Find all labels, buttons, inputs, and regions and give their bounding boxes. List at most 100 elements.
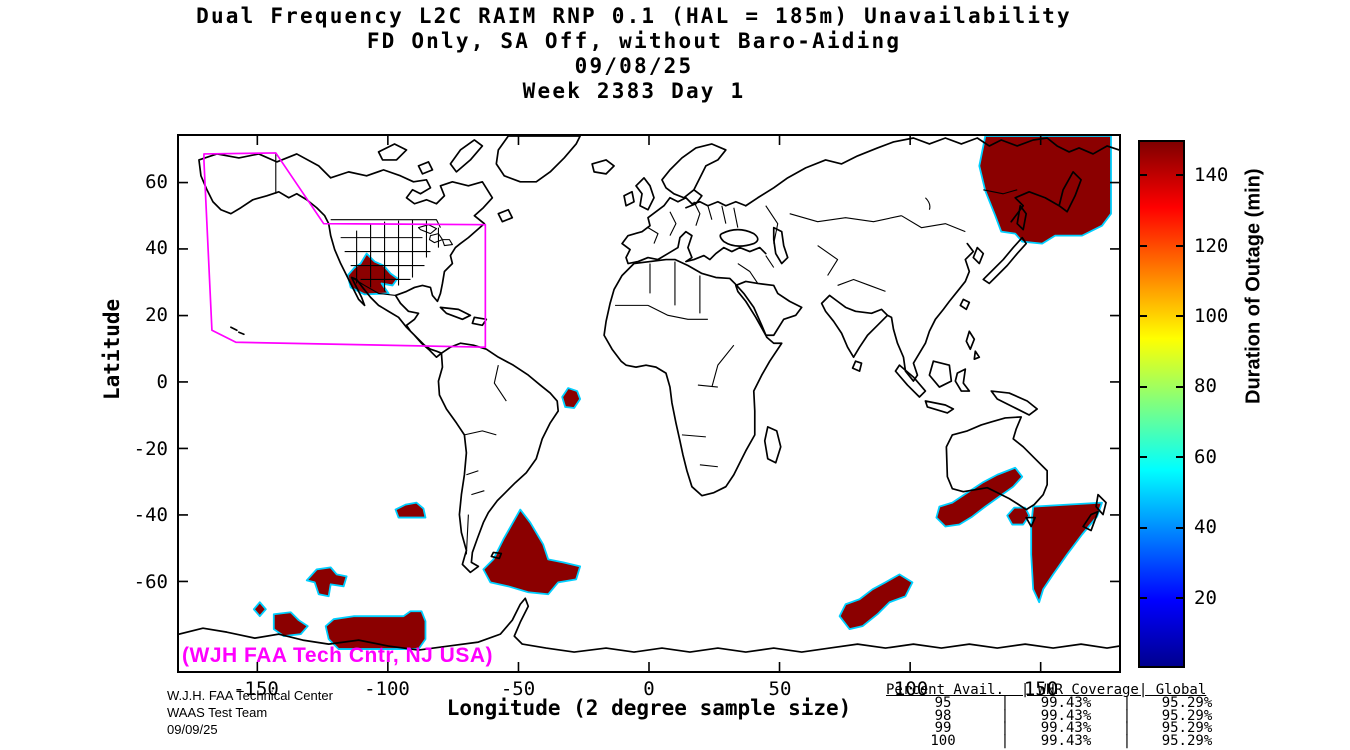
colorbar: [1138, 140, 1185, 668]
chart-title: Dual Frequency L2C RAIM RNP 0.1 (HAL = 1…: [196, 4, 1072, 28]
coast-east-asia: [886, 242, 975, 382]
colorbar-tick-140: 140: [1194, 164, 1229, 186]
outage-region-equatorial-atlantic: [561, 387, 582, 409]
border-africa: [615, 261, 735, 468]
table-row: 95 | 99.43% | 95.29%: [886, 694, 1242, 711]
outage-region-far-south-pacific-2: [252, 601, 267, 618]
x-tick-100: 100: [893, 678, 929, 700]
x-tick-n50: -50: [500, 678, 536, 700]
map-plot-area: [177, 134, 1121, 673]
x-tick-150: 150: [1023, 678, 1059, 700]
column-separator: |: [1122, 694, 1132, 711]
colorbar-tickmark: [1176, 597, 1183, 599]
colorbar-tickmark: [1176, 174, 1183, 176]
outage-region-southeast-pacific: [394, 501, 427, 519]
coastlines-layer: [179, 136, 1119, 653]
colorbar-tick-40: 40: [1194, 516, 1217, 538]
colorbar-tickmark: [1140, 527, 1147, 529]
table-row: 100 | 99.43% | 95.29%: [886, 733, 1242, 750]
coast-hawaii: [230, 326, 245, 336]
coast-iceland: [591, 159, 615, 175]
coast-australia: [945, 416, 1049, 528]
colorbar-tickmark: [1176, 386, 1183, 388]
cell-global: 95.29%: [1161, 720, 1213, 737]
chart-date: 09/08/25: [574, 54, 694, 78]
coast-madagascar: [763, 426, 782, 464]
outage-regions-layer: [252, 136, 1112, 650]
outage-region-tasman-sea: [1030, 501, 1103, 604]
colorbar-tick-120: 120: [1194, 235, 1229, 257]
y-tick-n20: -20: [133, 438, 168, 460]
colorbar-tickmark: [1176, 527, 1183, 529]
x-tick-n100: -100: [364, 678, 410, 700]
colorbar-tick-80: 80: [1194, 375, 1217, 397]
coast-south-america: [437, 342, 560, 574]
coast-southeast-asia-islands: [894, 330, 1039, 416]
y-tick-n40: -40: [133, 504, 168, 526]
world-map-svg: [179, 136, 1119, 671]
cell-wnr: 99.43%: [1040, 720, 1092, 737]
coast-black-sea: [719, 228, 759, 247]
footer-line-1: W.J.H. FAA Technical Center: [167, 688, 333, 703]
coast-scandinavia: [661, 143, 727, 209]
column-separator: |: [1122, 707, 1132, 724]
coast-africa: [603, 258, 783, 497]
outage-region-northeast-asia: [978, 136, 1112, 245]
colorbar-tickmark: [1176, 315, 1183, 317]
cell-percent: 95: [934, 694, 952, 711]
colorbar-tickmark: [1140, 245, 1147, 247]
colorbar-tickmark: [1140, 456, 1147, 458]
cell-wnr: 99.43%: [1040, 707, 1092, 724]
outage-region-australia-band: [935, 466, 1024, 528]
coast-greenland: [495, 136, 581, 183]
coast-arctic-islands: [377, 139, 484, 175]
y-tick-40: 40: [145, 237, 168, 259]
x-tick-50: 50: [768, 678, 792, 700]
column-separator: |: [1122, 720, 1132, 737]
coast-antarctica: [179, 597, 1119, 653]
colorbar-tickmark: [1176, 245, 1183, 247]
availability-table-header: Percent Avail. | WNR Coverage| Global: [886, 682, 1207, 698]
coast-kamchatka-okhotsk: [1010, 171, 1082, 231]
colorbar-tickmark: [1140, 597, 1147, 599]
border-us-states: [340, 219, 439, 292]
cell-percent: 99: [934, 720, 952, 737]
colorbar-tickmark: [1176, 456, 1183, 458]
column-separator: |: [1000, 694, 1010, 711]
border-europe: [647, 201, 739, 244]
y-tick-60: 60: [145, 171, 168, 193]
coast-british-isles: [623, 176, 655, 211]
borders-layer: [275, 152, 1018, 555]
availability-table: Percent Avail. | WNR Coverage| Global 95…: [886, 682, 1242, 750]
coast-north-america: [198, 153, 494, 359]
border-asia: [737, 189, 1018, 292]
column-separator: |: [1000, 707, 1010, 724]
x-axis-label: Longitude (2 degree sample size): [446, 696, 852, 720]
outage-region-far-south-pacific-4: [324, 610, 427, 650]
table-row: 98 | 99.43% | 95.29%: [886, 707, 1242, 724]
colorbar-tickmark: [1140, 315, 1147, 317]
cell-global: 95.29%: [1161, 694, 1213, 711]
title-block: Dual Frequency L2C RAIM RNP 0.1 (HAL = 1…: [0, 4, 1268, 104]
colorbar-tick-100: 100: [1194, 305, 1229, 327]
cell-percent: 100: [930, 733, 956, 750]
footer-block: W.J.H. FAA Technical Center WAAS Test Te…: [167, 687, 333, 738]
y-tick-0: 0: [156, 371, 168, 393]
x-tick-0: 0: [643, 678, 655, 700]
map-credit-annotation: (WJH FAA Tech Cntr, NJ USA): [182, 644, 494, 667]
y-tick-n60: -60: [133, 571, 168, 593]
x-tick-n150: -150: [233, 678, 279, 700]
coast-india: [820, 294, 889, 372]
table-row: 99 | 99.43% | 95.29%: [886, 720, 1242, 737]
outage-region-australia-spot: [1006, 506, 1031, 526]
column-separator: |: [1000, 733, 1010, 750]
outage-region-southern-indian-ocean: [838, 573, 914, 631]
lakes: [417, 197, 931, 247]
coast-new-zealand: [1082, 493, 1107, 532]
column-separator: |: [1000, 720, 1010, 737]
outage-region-us-southwest: [346, 252, 399, 296]
outage-region-south-atlantic: [482, 508, 582, 596]
chart-subtitle: FD Only, SA Off, without Baro-Aiding: [366, 29, 902, 53]
column-separator: |: [1122, 733, 1132, 750]
